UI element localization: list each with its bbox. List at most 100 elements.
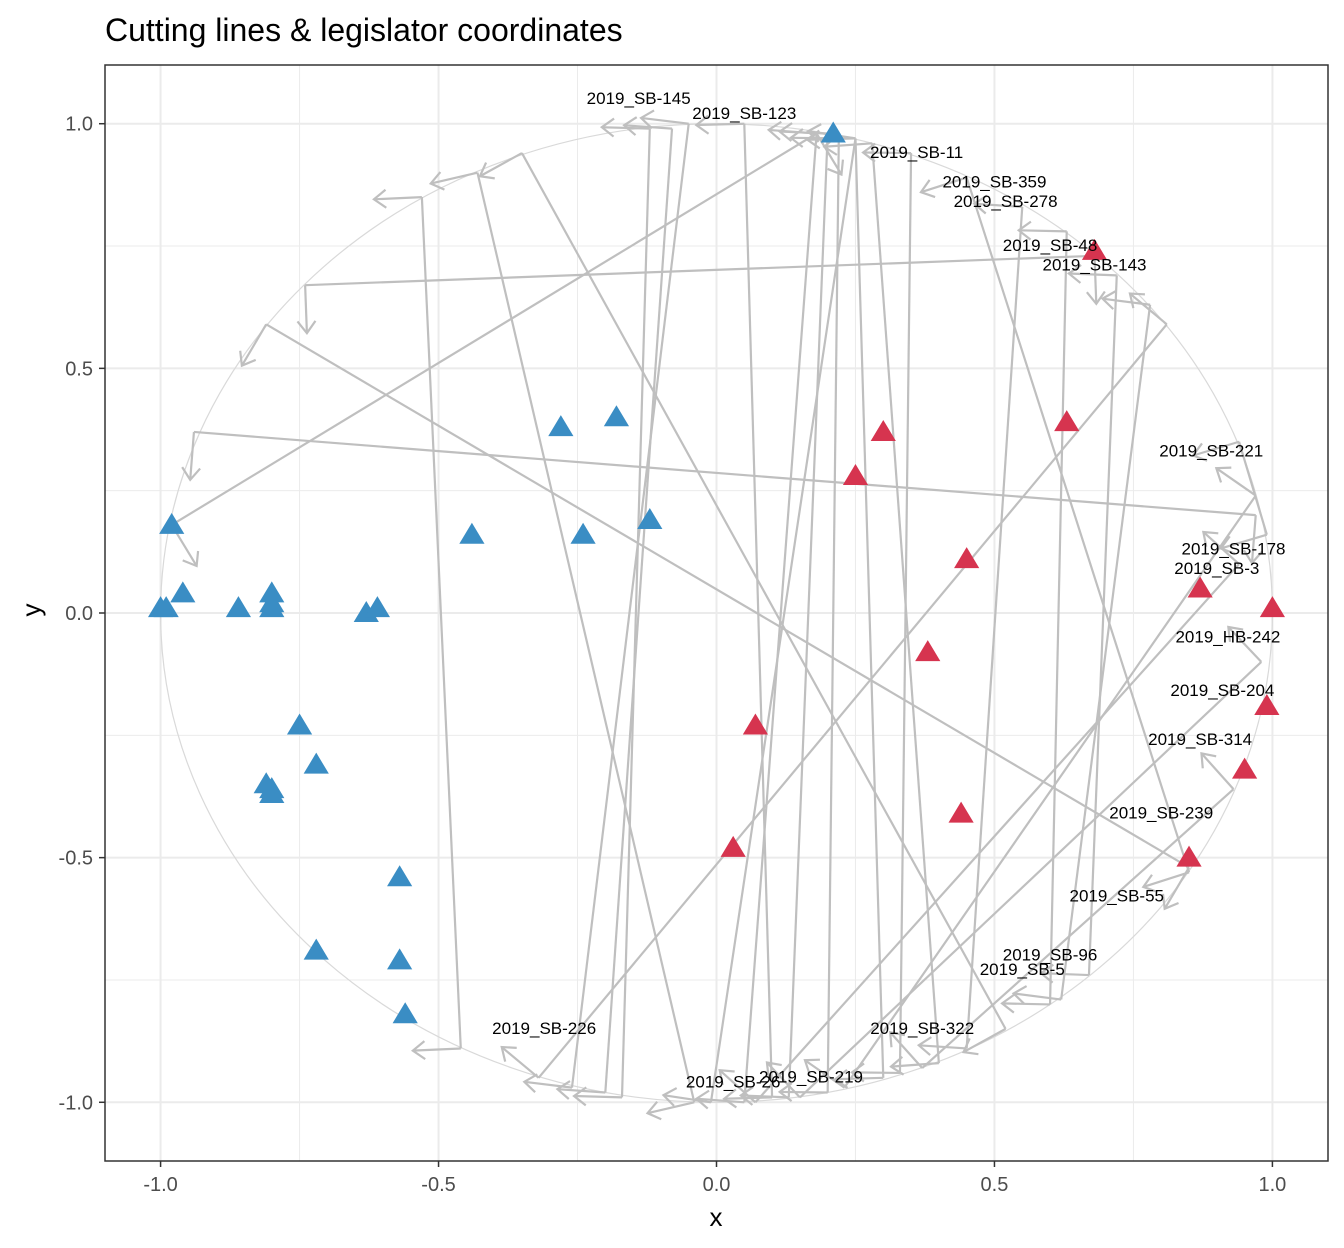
- direction-arrow: [1068, 272, 1117, 277]
- legislator-point: [153, 596, 179, 618]
- arrow-head: [522, 1073, 538, 1094]
- x-tick-label: -1.0: [143, 1174, 177, 1196]
- arrow-head: [805, 129, 821, 150]
- cutting-line: [718, 530, 1240, 1104]
- arrow-head: [1016, 220, 1032, 241]
- direction-arrow: [920, 176, 967, 194]
- legislator-point: [303, 938, 329, 960]
- arrow-head: [972, 194, 988, 215]
- cutting-line-segment: [305, 254, 1095, 287]
- arrow-head: [788, 128, 804, 148]
- bill-label: 2019_SB-11: [870, 143, 963, 162]
- cutting-line: [919, 176, 1191, 893]
- arrow-head: [639, 109, 655, 130]
- cutting-line-segment: [965, 177, 1191, 873]
- direction-arrow: [412, 1047, 461, 1052]
- arrow-head: [1011, 985, 1028, 1005]
- arrow-head: [738, 1086, 754, 1106]
- arrow-head: [777, 122, 793, 142]
- legislator-point: [1259, 596, 1286, 618]
- bill-label: 2019_SB-221: [1159, 441, 1263, 460]
- direction-arrow: [696, 1097, 745, 1104]
- cutting-line: [888, 752, 1235, 1069]
- arrow-head: [916, 1036, 932, 1056]
- legislator-point: [387, 948, 413, 970]
- cutting-line-segment: [843, 494, 1257, 1089]
- legislator-point: [225, 596, 252, 618]
- arrow-head: [833, 1069, 849, 1089]
- legislator-point: [286, 713, 313, 735]
- arrow-head: [1191, 442, 1208, 462]
- arrow-head: [296, 320, 317, 335]
- legislator-point: [954, 547, 980, 569]
- bill-label: 2019_SB-239: [1109, 804, 1213, 823]
- legislator-point: [548, 415, 574, 437]
- cutting-line-segment: [799, 661, 1263, 1099]
- bill-label: 2019_SB-359: [942, 172, 1046, 191]
- direction-arrow: [663, 1094, 712, 1104]
- cutting-line-segment: [965, 206, 1024, 1049]
- arrow-head: [1000, 993, 1015, 1014]
- direction-arrow: [718, 1069, 757, 1104]
- arrow-head: [661, 1087, 678, 1107]
- bill-label: 2019_HB-242: [1175, 627, 1280, 646]
- arrow-head: [239, 350, 257, 368]
- direction-arrow: [640, 116, 689, 125]
- direction-arrow: [918, 1044, 967, 1050]
- legislator-point: [870, 419, 896, 441]
- bill-label: 2019_SB-204: [1170, 681, 1274, 700]
- bill-label: 2019_SB-143: [1043, 256, 1147, 275]
- cutting-line: [850, 142, 913, 1083]
- cutting-line: [522, 109, 690, 1094]
- cutting-line-segment: [921, 788, 1235, 1069]
- arrow-head: [1086, 290, 1106, 306]
- direction-arrow: [963, 1027, 1007, 1054]
- y-tick-label: 1.0: [65, 114, 93, 136]
- direction-arrow: [189, 431, 196, 480]
- direction-arrow: [304, 285, 309, 334]
- direction-arrow: [1227, 626, 1263, 663]
- cutting-line-segment: [604, 128, 674, 1093]
- legislator-point: [1254, 693, 1280, 715]
- arrow-head: [1066, 264, 1082, 284]
- cutting-line-segment: [1087, 275, 1118, 976]
- legislator-point: [1081, 238, 1108, 260]
- arrow-head: [1200, 752, 1217, 769]
- arrow-head: [919, 179, 936, 199]
- legislator-point: [603, 405, 630, 427]
- arrow-head: [1243, 549, 1263, 565]
- legislator-point: [842, 464, 869, 485]
- legislator-point: [392, 1002, 418, 1024]
- chart-title: Cutting lines & legislator coordinates: [105, 12, 623, 48]
- direction-arrow: [1013, 992, 1062, 1001]
- legislator-point: [159, 512, 185, 534]
- direction-arrow: [1142, 871, 1190, 889]
- arrow-head: [888, 1030, 906, 1048]
- bill-label: 2019_SB-48: [1003, 236, 1098, 255]
- bill-label: 2019_SB-178: [1182, 539, 1286, 558]
- direction-arrow: [430, 171, 478, 185]
- direction-arrow: [557, 1088, 606, 1094]
- direction-arrow: [724, 1096, 773, 1100]
- arrow-head: [722, 1088, 737, 1109]
- legislator-point: [1232, 757, 1258, 779]
- legislator-point: [259, 782, 285, 804]
- bill-label: 2019_SB-226: [492, 1019, 596, 1038]
- cutting-line: [765, 625, 1263, 1099]
- cutting-line: [805, 129, 885, 1089]
- arrow-head: [827, 159, 845, 177]
- bill-label: 2019_SB-219: [759, 1068, 863, 1087]
- bill-label: 2019_SB-26: [686, 1073, 781, 1092]
- x-tick-label: 0.0: [703, 1174, 731, 1196]
- cutting-line-segment: [620, 128, 651, 1098]
- arrow-head: [372, 188, 387, 209]
- bill-label: 2019_SB-145: [587, 89, 691, 108]
- direction-arrow: [1200, 752, 1235, 790]
- bill-label: 2019_SB-278: [954, 192, 1058, 211]
- arrow-head: [861, 142, 876, 163]
- legislator-point: [259, 596, 285, 618]
- arrow-head: [766, 120, 782, 141]
- direction-arrow: [696, 122, 745, 127]
